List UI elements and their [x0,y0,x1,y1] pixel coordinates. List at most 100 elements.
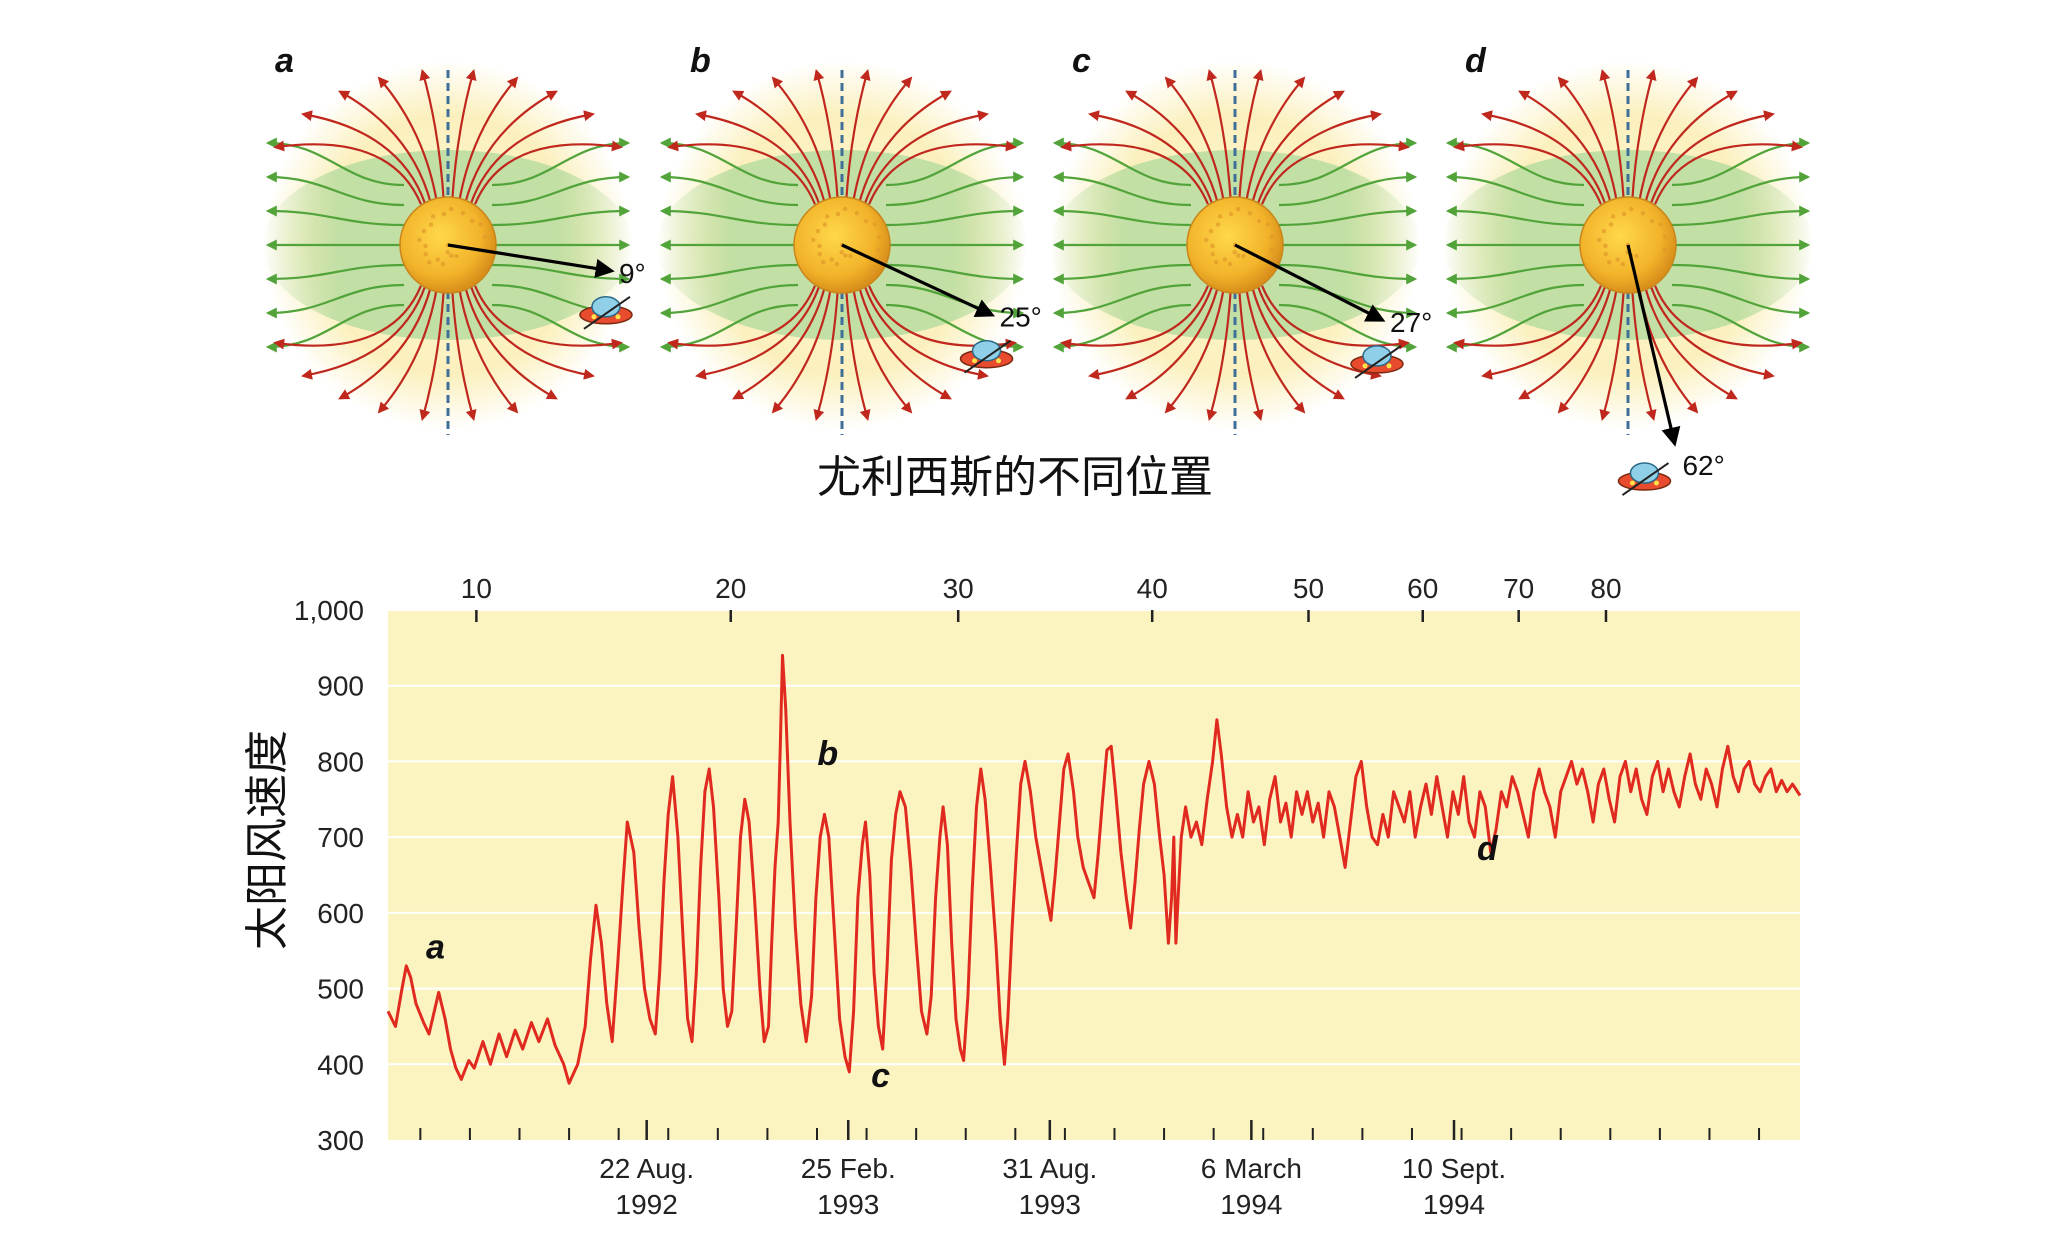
top-axis: 10 20 30 40 50 60 70 80 [461,573,1622,622]
sun-granule [1662,247,1667,253]
open-field-line [1630,285,1657,422]
sun-granule [815,228,821,234]
open-field-line [1654,285,1803,350]
open-field-line [1557,76,1619,205]
open-field-line [868,140,1017,205]
open-field-line [844,68,871,205]
open-field-line [457,285,519,414]
sun-granule [1269,234,1275,240]
sun-granule [435,257,440,262]
top-tick-label: 30 [943,573,974,604]
open-field-line [419,285,446,422]
closed-field-line [1052,283,1192,319]
sun-granule [1628,206,1634,212]
sun-granule [822,222,828,227]
sun-granule [1232,250,1237,255]
year-tick-label: 1992 [616,1189,678,1220]
closed-field-line [1278,283,1418,319]
open-field-line [1125,90,1220,205]
y-axis-label: 太阳风速度 [242,730,293,950]
year-tick-label: 1993 [817,1189,879,1220]
sun-granule [417,237,422,243]
open-field-line [1453,140,1602,205]
sun-granule [1210,243,1215,249]
sun-granule [1597,237,1602,243]
sun-granule [469,218,475,224]
open-field-line [667,140,816,205]
spacecraft-icon [959,339,1014,374]
annotations: a b c d [426,735,1499,1095]
annotation-b: b [817,735,838,773]
top-tick-label: 50 [1293,573,1324,604]
open-field-line [667,285,816,350]
sun-granule [1204,237,1209,243]
sun-granule [445,250,450,255]
open-field-line [301,285,427,380]
closed-field-line [1445,205,1585,227]
open-field-line [695,110,821,205]
sun-granule [1621,211,1627,217]
date-tick-label: 31 Aug. [1002,1153,1097,1184]
open-field-line [1630,68,1657,205]
sun-granule [1606,260,1612,265]
sun-granule [1615,257,1620,262]
sun-granule [440,261,446,267]
sun-granule [1210,252,1215,257]
open-field-line [463,285,558,400]
open-field-line [813,285,840,422]
sun-granule [1603,243,1608,249]
sun-granule [863,218,869,224]
open-field-line [474,140,623,205]
open-field-line [457,76,519,205]
open-field-line [1250,285,1345,400]
sun-granule [1263,268,1269,274]
open-field-line [1453,285,1602,350]
ulysses-panels: 9° a 25° b 27° c 62° d [263,42,1813,496]
sun-granule [1664,256,1669,262]
top-tick-label: 40 [1137,573,1168,604]
open-field-line [1088,110,1214,205]
y-tick-label: 600 [317,898,364,929]
open-field-line [338,90,433,205]
sun-granule [835,211,841,217]
closed-field-line [659,283,799,319]
closed-field-line [1671,171,1811,207]
panel-letter: a [275,42,294,80]
annotation-c: c [871,1057,890,1095]
year-tick-label: 1993 [1019,1189,1081,1220]
open-field-line [732,285,827,400]
sun-granule [448,206,454,212]
closed-field-line [1278,205,1418,227]
panel-letter: b [690,42,711,80]
open-field-line [1237,285,1264,422]
closed-field-line [659,263,799,285]
year-tick-label: 1994 [1220,1189,1282,1220]
sun-granule [423,252,428,257]
sun-granule [848,253,853,259]
sun-granule [1217,214,1223,219]
sun-granule [1236,253,1241,258]
panel-a: 9° a [263,42,646,435]
open-field-line [1206,68,1233,205]
sun-granule [839,250,844,255]
closed-field-line [265,263,405,285]
sun-granule [1241,253,1246,259]
closed-field-line [885,263,1025,285]
sun-granule [1269,247,1274,253]
open-field-line [851,285,913,414]
sun-granule [426,260,432,265]
open-field-line [813,68,840,205]
sun-granule [842,206,848,212]
open-field-line [1599,285,1626,422]
sun-granule [829,257,834,262]
closed-field-line [265,171,405,207]
open-field-line [695,285,821,380]
open-field-line [1518,90,1613,205]
sun-granule [1601,228,1607,234]
closed-field-line [659,205,799,227]
open-field-line [851,76,913,205]
closed-field-line [1278,171,1418,207]
top-tick-label: 60 [1407,573,1438,604]
closed-field-line [1671,205,1811,227]
open-field-line [857,90,952,205]
